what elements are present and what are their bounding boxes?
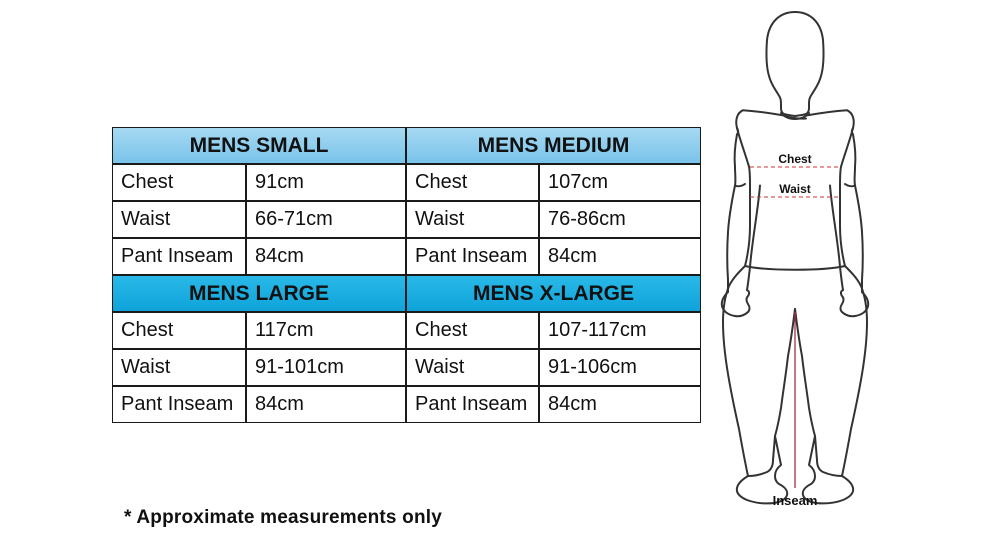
svg-text:Waist: Waist: [779, 182, 811, 196]
svg-text:Chest: Chest: [778, 152, 811, 166]
svg-text:Inseam: Inseam: [773, 493, 818, 508]
